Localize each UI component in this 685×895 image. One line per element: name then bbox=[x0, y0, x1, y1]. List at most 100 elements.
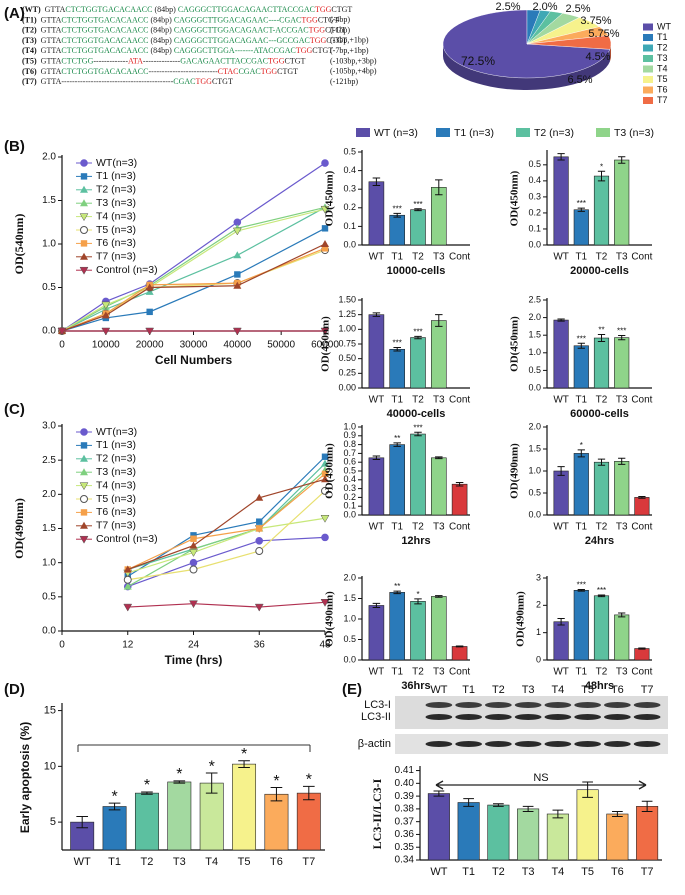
blot-band bbox=[544, 702, 572, 708]
sequence-segment: TGG bbox=[195, 77, 212, 86]
x-tick-label: T2 bbox=[412, 395, 424, 406]
significance: *** bbox=[413, 423, 422, 432]
x-tick-label: T7 bbox=[302, 856, 315, 868]
legend-label: T5 (n=3) bbox=[96, 493, 136, 505]
row-label: (T1) bbox=[22, 15, 37, 24]
blot-row-label: β-actin bbox=[358, 738, 391, 750]
marker bbox=[232, 327, 242, 336]
sequence-segment: CTCTGGTGACACAACC bbox=[61, 36, 148, 45]
sequence-segment: GACAGAACTTACCGAC bbox=[180, 56, 268, 65]
bar bbox=[431, 187, 447, 246]
error-bar bbox=[270, 787, 283, 802]
legend-swatch bbox=[643, 76, 653, 83]
sequence: GTTACTCTGGTGACACAACC (84bp) CAGGGCTTGGAC… bbox=[41, 25, 346, 34]
bar bbox=[410, 601, 426, 661]
y-tick-label: 0.00 bbox=[338, 382, 356, 392]
marker bbox=[80, 159, 88, 167]
x-tick-label: Cont bbox=[449, 667, 470, 678]
y-tick-label: 5 bbox=[50, 816, 56, 828]
series-line bbox=[127, 463, 326, 571]
y-tick-label: 2 bbox=[536, 600, 541, 610]
legend-swatch bbox=[643, 65, 653, 73]
y-axis-label: OD(540nm) bbox=[12, 214, 26, 275]
chart-title: 48hrs bbox=[585, 680, 614, 692]
bar bbox=[517, 808, 540, 861]
y-tick-label: 1 bbox=[536, 627, 541, 637]
x-tick-label: T3 bbox=[616, 395, 628, 406]
marker bbox=[57, 327, 67, 336]
y-tick-label: 1.25 bbox=[338, 309, 356, 319]
significance: *** bbox=[577, 581, 586, 590]
sequence-segment: (84bp) bbox=[148, 15, 173, 24]
y-tick-label: 1.5 bbox=[343, 593, 356, 603]
sequence-row: (WT) GTTACTCTGGTGACACAACC (84bp) CAGGGCTT… bbox=[22, 5, 352, 14]
x-tick-label: T4 bbox=[551, 866, 564, 878]
marker bbox=[321, 225, 329, 232]
error-bar bbox=[557, 318, 565, 322]
sequence-segment: GTTA bbox=[41, 25, 62, 34]
bar bbox=[614, 159, 630, 246]
x-tick-label: T2 bbox=[596, 395, 608, 406]
x-tick-label: T2 bbox=[596, 522, 608, 533]
bar bbox=[410, 209, 426, 246]
legend-label: T7 (n=3) bbox=[96, 520, 136, 532]
bar bbox=[634, 497, 650, 516]
marker bbox=[256, 525, 263, 532]
x-tick-label: T1 bbox=[575, 667, 587, 678]
y-tick-label: 1.5 bbox=[42, 195, 56, 206]
marker bbox=[234, 271, 241, 278]
sequence-segment: CAGGGCTTGGACAGAACT-ACCGAC bbox=[174, 25, 309, 34]
significance: * bbox=[416, 590, 419, 599]
marker bbox=[321, 159, 329, 167]
bar bbox=[134, 792, 159, 851]
marker bbox=[79, 213, 89, 222]
significance: *** bbox=[577, 199, 586, 208]
y-tick-label: 0.5 bbox=[528, 487, 541, 497]
significance: ** bbox=[394, 582, 400, 591]
row-label: (T6) bbox=[22, 67, 37, 76]
marker bbox=[145, 327, 155, 336]
x-tick-label: WT bbox=[553, 252, 569, 263]
bar bbox=[431, 596, 447, 661]
sequence-segment: TGG bbox=[315, 5, 332, 14]
marker bbox=[123, 582, 132, 590]
marker bbox=[80, 199, 88, 207]
sequence-row: (T6) GTTACTCTGGTGACACAACC----------------… bbox=[22, 67, 298, 76]
bar bbox=[546, 813, 569, 861]
y-tick-label: 2.5 bbox=[528, 294, 541, 304]
legend-swatch bbox=[356, 128, 370, 137]
marker bbox=[80, 252, 88, 260]
y-tick-label: 1.5 bbox=[42, 523, 56, 534]
error-bar bbox=[557, 617, 565, 626]
y-tick-label: 0.38 bbox=[395, 804, 415, 815]
panel-label: (B) bbox=[4, 138, 25, 155]
x-tick-label: WT bbox=[369, 667, 385, 678]
x-tick-label: 24 bbox=[188, 640, 200, 651]
marker bbox=[321, 245, 329, 252]
error-bar bbox=[372, 312, 381, 317]
series-line bbox=[127, 478, 326, 571]
y-axis-label: LC3-II/LC3-I bbox=[370, 778, 384, 849]
x-tick-label: T2 bbox=[412, 667, 424, 678]
blot-row-label: LC3-II bbox=[361, 711, 391, 723]
legend-label: WT bbox=[657, 21, 671, 31]
bar bbox=[410, 337, 426, 389]
x-tick-label: Cont bbox=[449, 522, 470, 533]
legend-label: T6 bbox=[657, 84, 668, 94]
panel-label: (C) bbox=[4, 401, 25, 418]
marker bbox=[233, 281, 242, 289]
mutation-note: (-7bp,+1bp) bbox=[330, 46, 369, 55]
blot-band bbox=[574, 714, 602, 720]
pie-label: 72.5% bbox=[461, 54, 495, 68]
x-tick-label: WT bbox=[430, 866, 447, 878]
error-bar bbox=[597, 458, 606, 466]
pie-label: 2.0% bbox=[532, 1, 557, 13]
error-bar bbox=[393, 590, 401, 595]
y-tick-label: 2.0 bbox=[528, 421, 541, 431]
error-bar bbox=[618, 156, 626, 164]
pie-side bbox=[609, 44, 611, 62]
marker bbox=[145, 283, 154, 291]
y-tick-label: 0.41 bbox=[395, 765, 415, 776]
marker bbox=[80, 428, 88, 436]
error-bar bbox=[638, 496, 646, 499]
